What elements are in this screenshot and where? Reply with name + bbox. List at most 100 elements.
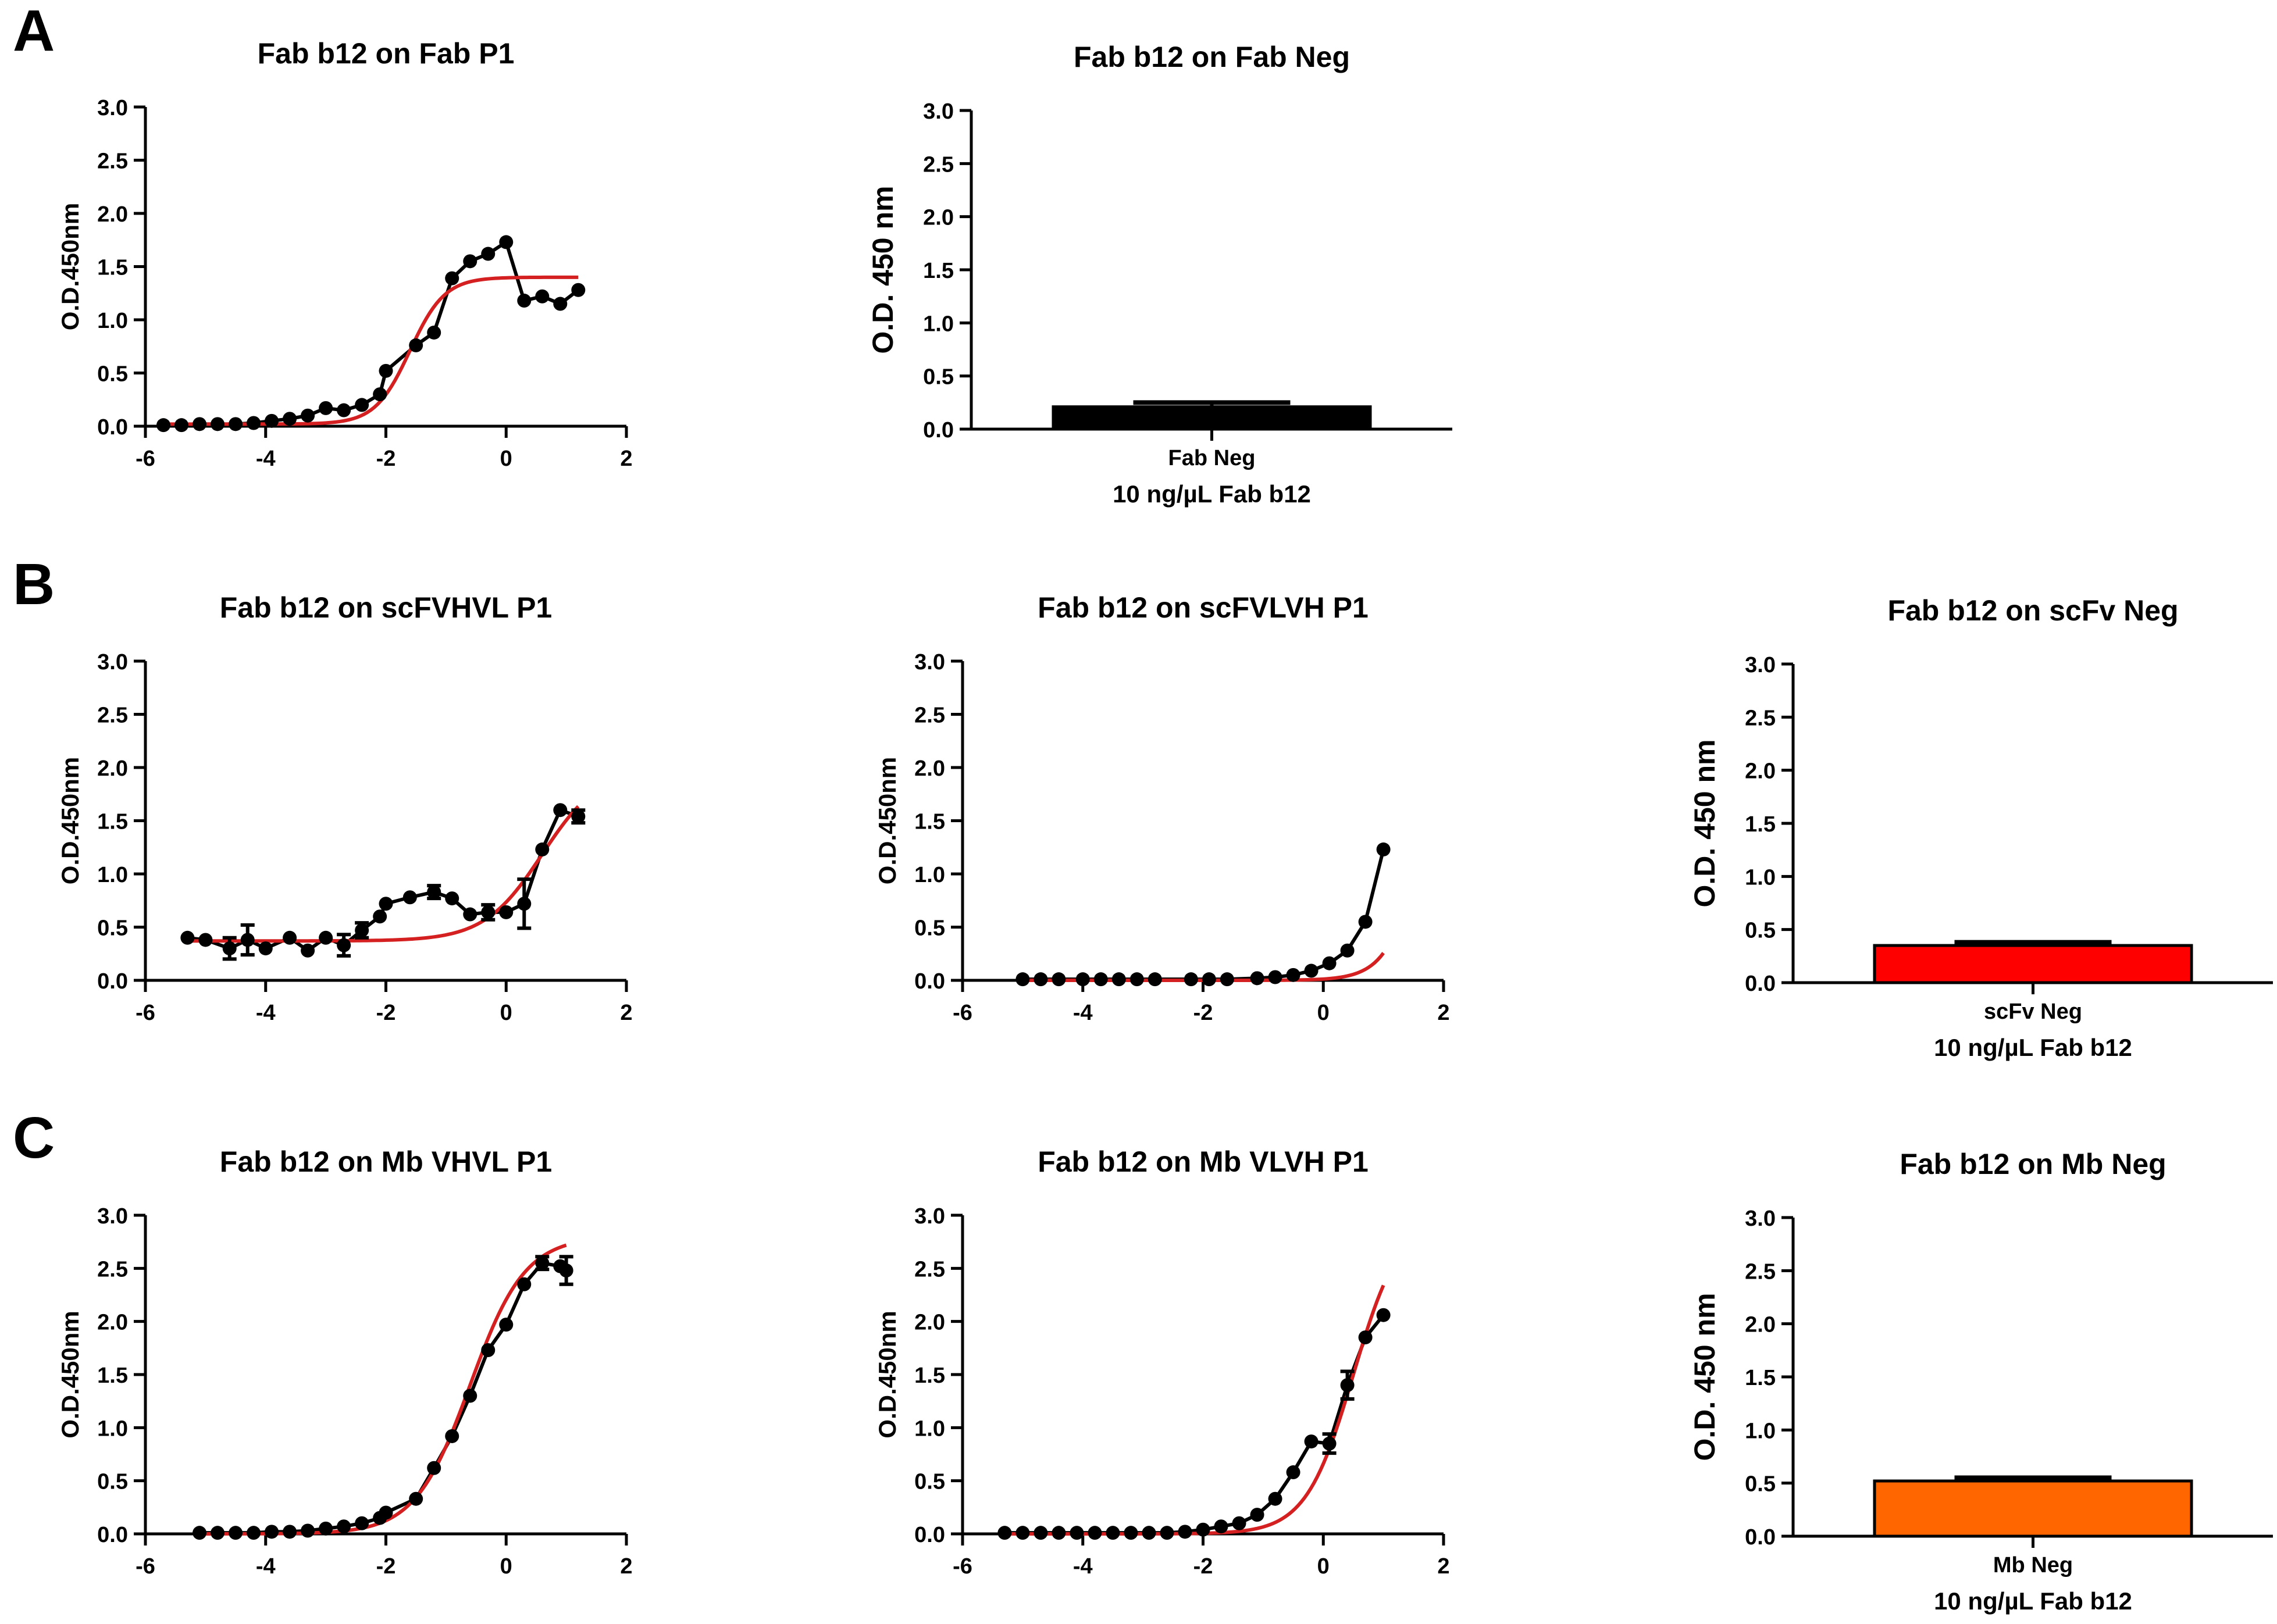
y-tick-label: 1.5 <box>97 256 128 280</box>
data-point <box>247 416 261 430</box>
chart-b2: Fab b12 on scFVLVH P1 0.0 0.5 1.0 1.5 2.0 2.5 3… <box>874 591 1450 1025</box>
data-point <box>445 271 459 285</box>
data-point <box>1015 972 1030 987</box>
x-tick-label: 2 <box>1437 1001 1449 1025</box>
data-point <box>283 930 297 945</box>
data-point <box>1129 972 1144 987</box>
series-line <box>199 1261 568 1535</box>
data-point <box>258 941 273 956</box>
data-point <box>301 1523 315 1538</box>
y-tick-label: 1.0 <box>97 1416 128 1441</box>
data-point <box>1268 970 1282 984</box>
data-point <box>265 1525 279 1539</box>
x-tick-label: 2 <box>620 447 632 471</box>
data-point <box>373 909 387 924</box>
x-tick-label: 0 <box>500 1001 512 1025</box>
y-tick-label: 0.5 <box>97 362 128 387</box>
x-tick-label: 0 <box>1317 1001 1330 1025</box>
data-point <box>481 905 496 919</box>
y-tick-label: 1.5 <box>1745 1366 1776 1390</box>
x-tick-label: -2 <box>376 1001 396 1025</box>
chart-c2: Fab b12 on Mb VLVH P1 0.0 0.5 1.0 1.5 2.0 2.5 3… <box>874 1145 1450 1579</box>
y-tick-label: 1.0 <box>1745 865 1776 890</box>
y-axis-label: O.D.450nm <box>56 1311 84 1438</box>
y-tick-label: 3.0 <box>97 650 128 674</box>
y-tick-label: 2.5 <box>1745 1259 1776 1284</box>
data-point <box>240 933 255 947</box>
y-tick-label: 3.0 <box>914 1204 945 1229</box>
x-tick-label: 2 <box>620 1554 632 1579</box>
data-point <box>535 1256 550 1270</box>
y-tick-label: 1.0 <box>97 309 128 333</box>
data-point <box>463 1389 478 1403</box>
y-tick-label: 3.0 <box>923 99 954 124</box>
y-tick-label: 1.5 <box>923 259 954 283</box>
y-tick-label: 0.0 <box>97 969 128 994</box>
data-point <box>193 1526 207 1540</box>
y-tick-label: 0.5 <box>97 1470 128 1494</box>
data-point <box>337 938 351 952</box>
y-tick-label: 1.5 <box>97 1364 128 1388</box>
chart-title: Fab b12 on scFVLVH P1 <box>1038 591 1369 624</box>
data-point <box>301 408 315 423</box>
data-point <box>1148 972 1162 987</box>
x-axis-label: 10 ng/µL Fab b12 <box>1934 1587 2132 1615</box>
data-point <box>1286 968 1300 982</box>
bar <box>1873 944 2193 984</box>
x-tick-label: -6 <box>136 1001 155 1025</box>
data-point <box>463 254 478 269</box>
y-tick-label: 0.5 <box>914 1470 945 1494</box>
data-point <box>553 297 568 311</box>
data-point <box>301 943 315 958</box>
data-point <box>1202 972 1216 987</box>
data-point <box>445 891 459 906</box>
category-label: Mb Neg <box>1993 1553 2073 1577</box>
data-point <box>355 398 369 412</box>
data-point <box>1220 972 1234 987</box>
data-point <box>319 930 333 945</box>
y-tick-label: 2.5 <box>914 704 945 728</box>
data-point <box>211 1526 225 1540</box>
x-tick-label: -2 <box>1193 1001 1213 1025</box>
y-tick-label: 3.0 <box>1745 653 1776 677</box>
data-point <box>1322 1436 1337 1451</box>
data-point <box>337 403 351 417</box>
y-tick-label: 3.0 <box>1745 1207 1776 1231</box>
y-tick-label: 2.0 <box>97 1311 128 1335</box>
data-point <box>1124 1526 1138 1540</box>
y-tick-label: 3.0 <box>914 650 945 674</box>
x-tick-label: -4 <box>256 447 276 471</box>
data-point <box>1304 963 1319 978</box>
data-point <box>1070 1526 1084 1540</box>
data-point <box>427 325 441 340</box>
data-point <box>571 809 586 824</box>
data-point <box>1286 1465 1300 1480</box>
data-point <box>1184 972 1198 987</box>
x-tick-label: 0 <box>1317 1554 1330 1579</box>
y-tick-label: 0.5 <box>1745 1472 1776 1497</box>
y-tick-label: 1.0 <box>914 1416 945 1441</box>
y-tick-label: 0.0 <box>923 418 954 442</box>
panel-letter-b: B <box>13 552 55 617</box>
data-point <box>445 1429 459 1443</box>
data-point <box>997 1526 1012 1540</box>
y-tick-label: 2.5 <box>97 704 128 728</box>
data-point <box>559 1263 573 1277</box>
bar <box>1873 1479 2193 1538</box>
y-axis-label: O.D. 450 nm <box>1688 1293 1721 1461</box>
data-point <box>1196 1522 1210 1537</box>
series-line <box>163 239 580 427</box>
y-tick-label: 1.0 <box>914 863 945 887</box>
x-tick-label: -6 <box>953 1001 972 1025</box>
data-point <box>283 1525 297 1539</box>
x-tick-label: 2 <box>1437 1554 1449 1579</box>
chart-title: Fab b12 on Mb VLVH P1 <box>1038 1145 1369 1178</box>
x-tick-label: -4 <box>1073 1554 1093 1579</box>
data-point <box>379 1505 393 1520</box>
data-point <box>517 1277 532 1291</box>
data-point <box>1376 842 1391 856</box>
data-point <box>517 897 532 911</box>
bar <box>1052 405 1372 431</box>
data-point <box>1340 1378 1355 1393</box>
data-point <box>1052 972 1066 987</box>
